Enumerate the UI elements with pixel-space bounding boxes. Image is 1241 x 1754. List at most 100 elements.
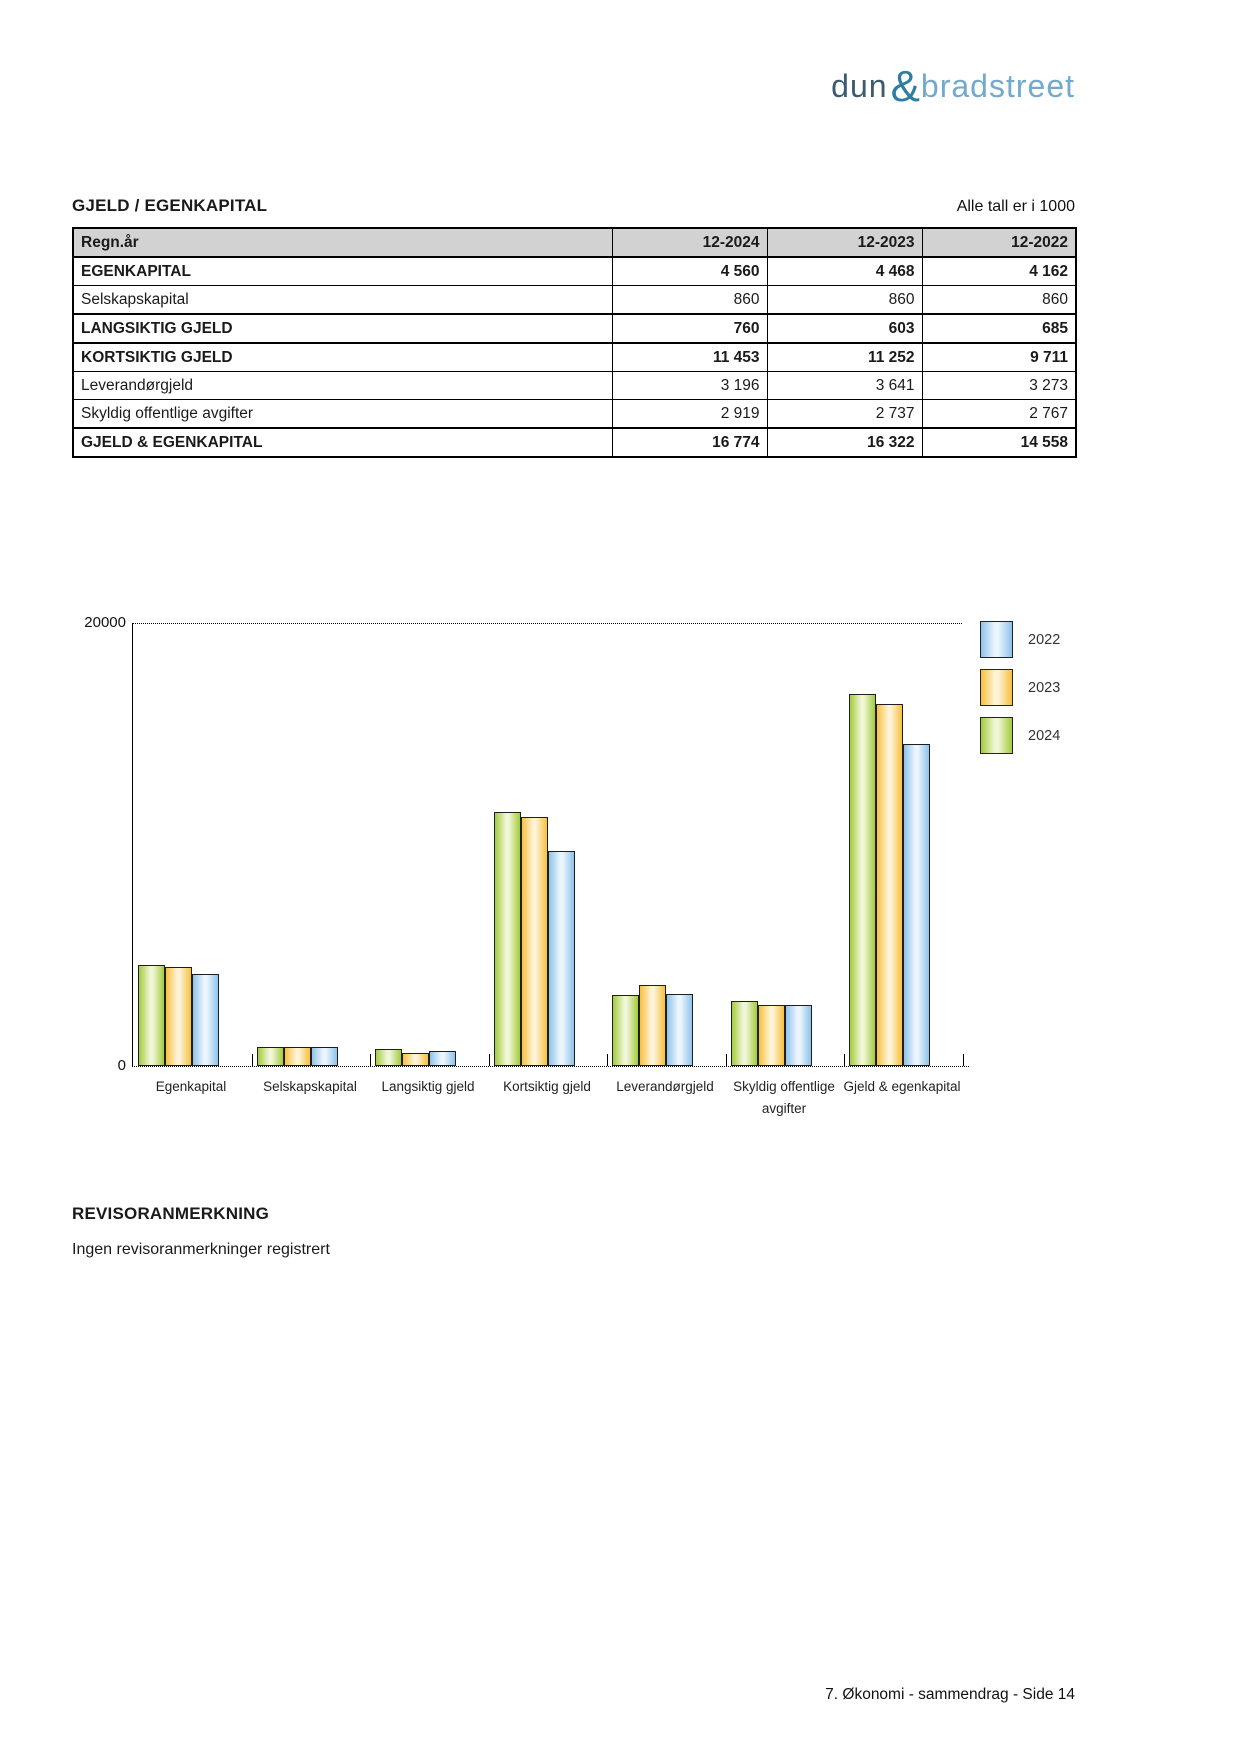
- bar-selskapskapital-2022: [311, 1047, 338, 1066]
- dun-bradstreet-logo: dun&bradstreet: [0, 65, 1075, 109]
- column-header-regn-år: Regn.år: [72, 227, 613, 258]
- chart-legend: 2022 2023 2024: [980, 621, 1060, 765]
- table-row-egenkapital: EGENKAPITAL 4 560 4 468 4 162: [72, 256, 1077, 286]
- row-label: Selskapskapital: [72, 285, 613, 315]
- row-label: EGENKAPITAL: [72, 256, 613, 286]
- row-value: 14 558: [921, 427, 1077, 458]
- x-axis-tick: [489, 1054, 490, 1066]
- remarks-text: Ingen revisoranmerkninger registrert: [72, 1241, 330, 1258]
- row-value: 3 196: [611, 371, 768, 400]
- bar-langsiktig-gjeld-2024: [375, 1049, 402, 1066]
- category-label-leverandørgjeld: Leverandørgjeld: [616, 1079, 714, 1094]
- remarks-title: REVISORANMERKNING: [72, 1204, 270, 1223]
- table-header-row: Regn.år 12-2024 12-2023 12-2022: [72, 227, 1077, 258]
- bar-egenkapital-2023: [165, 967, 192, 1066]
- table-row-leverandørgjeld: Leverandørgjeld 3 196 3 641 3 273: [72, 371, 1077, 400]
- x-axis-baseline: [132, 1066, 969, 1067]
- bar-selskapskapital-2024: [257, 1047, 284, 1066]
- row-value: 2 919: [611, 399, 768, 429]
- column-header-12-2023: 12-2023: [766, 227, 923, 258]
- row-value: 603: [766, 313, 923, 344]
- row-value: 9 711: [921, 342, 1077, 372]
- category-label-kortsiktig-gjeld: Kortsiktig gjeld: [503, 1079, 591, 1094]
- bar-leverandørgjeld-2024: [612, 995, 639, 1066]
- row-value: 3 641: [766, 371, 923, 400]
- bar-langsiktig-gjeld-2022: [429, 1051, 456, 1066]
- table-row-selskapskapital: Selskapskapital 860 860 860: [72, 285, 1077, 315]
- y-tick-label-zero: 0: [117, 1057, 126, 1074]
- page-footer: 7. Økonomi - sammendrag - Side 14: [825, 1686, 1075, 1703]
- logo-text-dun: dun: [831, 68, 888, 104]
- row-value: 860: [611, 285, 768, 315]
- legend-label-2023: 2023: [1028, 679, 1061, 696]
- bar-chart-plot-area: [133, 623, 964, 1066]
- row-value: 2 737: [766, 399, 923, 429]
- bar-gjeld-egenkapital-2023: [876, 704, 903, 1066]
- row-label: KORTSIKTIG GJELD: [72, 342, 613, 372]
- legend-item-2024: 2024: [980, 717, 1060, 754]
- gridline-ymax: [132, 623, 962, 624]
- bar-kortsiktig-gjeld-2024: [494, 812, 521, 1066]
- row-value: 760: [611, 313, 768, 344]
- bar-leverandørgjeld-2022: [666, 994, 693, 1066]
- row-value: 685: [921, 313, 1077, 344]
- category-label-egenkapital: Egenkapital: [155, 1079, 227, 1094]
- table-row-gjeld-egenkapital: GJELD & EGENKAPITAL 16 774 16 322 14 558: [72, 427, 1077, 458]
- column-header-12-2022: 12-2022: [921, 227, 1077, 258]
- table-row-langsiktig-gjeld: LANGSIKTIG GJELD 760 603 685: [72, 313, 1077, 344]
- x-axis-tick: [252, 1054, 253, 1066]
- bar-egenkapital-2024: [138, 965, 165, 1066]
- x-axis-tick: [607, 1054, 608, 1066]
- bar-kortsiktig-gjeld-2022: [548, 851, 575, 1066]
- category-label-langsiktig-gjeld: Langsiktig gjeld: [381, 1079, 475, 1094]
- bar-skyldig-offentlige-avgifter-2024: [731, 1001, 758, 1066]
- ampersand-icon: &: [890, 62, 920, 111]
- legend-swatch-2023: [980, 669, 1013, 706]
- row-value: 2 767: [921, 399, 1077, 429]
- row-label: Skyldig offentlige avgifter: [72, 399, 613, 429]
- x-axis-tick: [963, 1054, 964, 1066]
- row-value: 4 468: [766, 256, 923, 286]
- category-label-skyldig-offentlige-avgifter: Skyldig offentlige avgifter: [733, 1079, 835, 1116]
- section-head: GJELD / EGENKAPITAL Alle tall er i 1000: [72, 196, 1075, 216]
- bar-leverandørgjeld-2023: [639, 985, 666, 1066]
- category-label-gjeld-egenkapital: Gjeld & egenkapital: [843, 1079, 961, 1094]
- table-title: GJELD / EGENKAPITAL: [72, 196, 268, 215]
- units-note: Alle tall er i 1000: [956, 198, 1075, 215]
- bar-skyldig-offentlige-avgifter-2022: [785, 1005, 812, 1066]
- row-label: GJELD & EGENKAPITAL: [72, 427, 613, 458]
- auditor-remarks-section: REVISORANMERKNING Ingen revisoranmerknin…: [72, 1204, 330, 1259]
- row-value: 16 322: [766, 427, 923, 458]
- bar-skyldig-offentlige-avgifter-2023: [758, 1005, 785, 1066]
- row-value: 4 560: [611, 256, 768, 286]
- balance-table: Regn.år 12-2024 12-2023 12-2022 EGENKAPITAL…: [72, 227, 1077, 458]
- row-value: 4 162: [921, 256, 1077, 286]
- legend-swatch-2024: [980, 717, 1013, 754]
- row-value: 860: [921, 285, 1077, 315]
- bar-selskapskapital-2023: [284, 1047, 311, 1066]
- x-axis-tick: [370, 1054, 371, 1066]
- y-tick-label-max: 20000: [84, 614, 126, 631]
- row-value: 11 252: [766, 342, 923, 372]
- bar-egenkapital-2022: [192, 974, 219, 1066]
- row-value: 11 453: [611, 342, 768, 372]
- row-value: 860: [766, 285, 923, 315]
- legend-item-2022: 2022: [980, 621, 1060, 658]
- legend-swatch-2022: [980, 621, 1013, 658]
- row-label: Leverandørgjeld: [72, 371, 613, 400]
- x-axis-tick: [726, 1054, 727, 1066]
- column-header-12-2024: 12-2024: [611, 227, 768, 258]
- x-axis-tick: [844, 1054, 845, 1066]
- table-row-skyldig-offentlige-avgifter: Skyldig offentlige avgifter 2 919 2 737 2 7…: [72, 399, 1077, 429]
- table-row-kortsiktig-gjeld: KORTSIKTIG GJELD 11 453 11 252 9 711: [72, 342, 1077, 372]
- row-value: 16 774: [611, 427, 768, 458]
- bar-langsiktig-gjeld-2023: [402, 1053, 429, 1066]
- legend-item-2023: 2023: [980, 669, 1060, 706]
- bar-kortsiktig-gjeld-2023: [521, 817, 548, 1066]
- category-label-selskapskapital: Selskapskapital: [263, 1079, 357, 1094]
- row-label: LANGSIKTIG GJELD: [72, 313, 613, 344]
- bar-gjeld-egenkapital-2022: [903, 744, 930, 1066]
- logo-text-bradstreet: bradstreet: [920, 68, 1075, 104]
- row-value: 3 273: [921, 371, 1077, 400]
